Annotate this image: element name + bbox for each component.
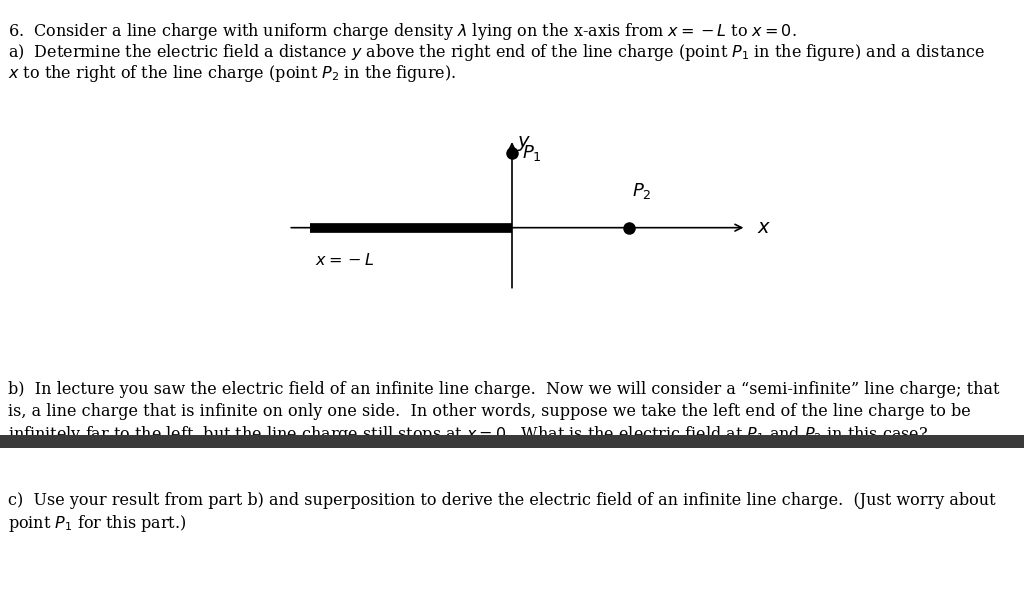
Text: c)  Use your result from part b) and superposition to derive the electric field : c) Use your result from part b) and supe…: [8, 492, 995, 509]
Text: is, a line charge that is infinite on only one side.  In other words, suppose we: is, a line charge that is infinite on on…: [8, 403, 971, 420]
Text: 6.  Consider a line charge with uniform charge density $\lambda$ lying on the x-: 6. Consider a line charge with uniform c…: [8, 21, 797, 42]
Text: $y$: $y$: [517, 134, 531, 153]
Text: $x$: $x$: [757, 219, 771, 237]
Text: $P_2$: $P_2$: [632, 181, 652, 201]
Text: $x = -L$: $x = -L$: [314, 252, 374, 269]
Text: point $P_1$ for this part.): point $P_1$ for this part.): [8, 513, 186, 534]
Text: $x$ to the right of the line charge (point $P_2$ in the figure).: $x$ to the right of the line charge (poi…: [8, 63, 457, 83]
Text: $P_1$: $P_1$: [522, 143, 542, 163]
Text: infinitely far to the left, but the line charge still stops at $x = 0$.  What is: infinitely far to the left, but the line…: [8, 424, 929, 445]
Text: a)  Determine the electric field a distance $y$ above the right end of the line : a) Determine the electric field a distan…: [8, 42, 985, 63]
Bar: [0, 435, 1024, 448]
Text: b)  In lecture you saw the electric field of an infinite line charge.  Now we wi: b) In lecture you saw the electric field…: [8, 381, 999, 399]
